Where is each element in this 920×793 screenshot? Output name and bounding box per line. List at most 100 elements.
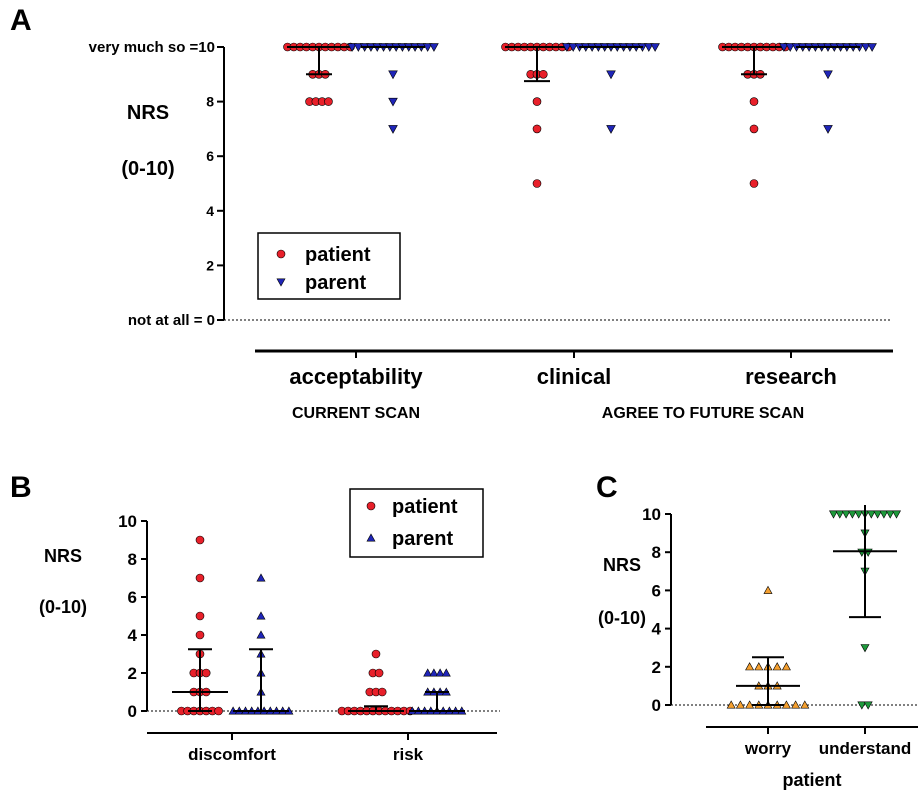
panel-a-parent-point [388,70,398,80]
panel-a-legend-marker-parent [276,278,286,287]
panel-b-parent-point [256,573,266,582]
panel-a-patient-point [538,70,548,79]
panel-a-parent-point [562,43,572,52]
panel-b-y-tick-label: 8 [128,550,137,569]
panel-c-worry-point [754,662,764,671]
panel-c-understand-point [828,510,839,519]
panel-a-group-label-current: CURRENT SCAN [292,405,420,422]
panel-c-understand-point [857,701,867,710]
panel-a-legend-box [257,232,401,300]
panel-a-patient-point [532,97,542,106]
panel-a-parent-point [650,43,660,52]
panel-b-y-tick-label: 4 [128,626,138,645]
panel-a-parent-point [568,43,579,52]
panel-c-worry-point [735,700,745,709]
panel-c-understand-point [866,510,876,519]
panel-a-legend-label-parent: parent [305,272,366,294]
panel-a-legend: patient parent [257,232,401,300]
panel-c-worry-point [745,662,755,671]
panel-b-parent-point [435,668,445,677]
panel-c-y-tick-label: 8 [652,543,661,562]
panel-a-parent-point [823,70,833,80]
panel-c-x-tick-label: worry [744,739,792,758]
panel-b-parent-point [256,611,266,620]
panel-c-understand-point [841,510,851,519]
panel-a-parent-point [422,43,433,52]
panel-b-legend: patient parent [349,488,484,558]
panel-b-patient-point [214,706,223,716]
panel-b-patient-point [377,687,387,697]
panel-c-worry-point [800,700,810,709]
panel-a-legend-marker-patient [276,249,286,259]
panel-c-understand-point [885,510,895,519]
panel-b-legend-marker-patient [366,501,376,511]
panel-a-y-tick-label: 2 [206,257,214,273]
panel-a-parent-point [643,43,654,52]
panel-a-parent-point [353,43,364,52]
panel-b-patient-point [195,630,205,640]
panel-a-ylabel-nrs: NRS [127,102,169,124]
panel-b-legend-box [349,488,484,558]
panel-a-parent-point [860,43,871,52]
panel-c-understand-point [891,510,902,519]
panel-c-understand-point [854,510,864,519]
panel-a-parent-point [606,125,616,134]
panel-b-patient-point [195,535,205,545]
panel-c-understand-point [835,510,845,519]
panel-a-parent-point [779,43,789,52]
panel-a: A NRS (0-10) very much so =10 not at all… [10,4,893,422]
panel-b-parent-point [429,668,439,677]
panel-b-legend-label-patient: patient [392,496,458,518]
panel-a-y-tick-label: 8 [206,94,214,110]
panel-a-y-tick-label: 6 [206,148,214,164]
panel-a-x-tick-label: acceptability [289,364,423,389]
panel-b-patient-point [374,668,384,678]
panel-a-x-tick-label: clinical [537,364,612,389]
panel-b-parent-point [441,668,451,677]
panel-c-xlabel: patient [782,770,841,790]
panel-c-worry-point [781,700,791,709]
panel-b-y-tick-label: 2 [128,664,137,683]
panel-b-patient-point [195,573,205,583]
panel-c-understand-point [847,510,857,519]
panel-b-y-tick-label: 6 [128,588,137,607]
panel-c: C NRS (0-10) patient 0 2 4 6 8 10 worry underst… [596,471,918,790]
panel-c-worry-point [745,700,755,709]
panel-b-parent-point [256,630,266,639]
panel-c-chart: 0 2 4 6 8 10 worry understand [642,505,918,758]
panel-a-x-tick-label: research [745,364,837,389]
panel-a-parent-point [429,43,439,52]
panel-a-chart: 2 4 6 8 acceptability clinical research [206,42,893,389]
panel-c-ylabel-range: (0-10) [598,608,646,628]
panel-c-worry-point [726,700,736,709]
panel-b-ylabel-range: (0-10) [39,597,87,617]
panel-a-patient-point [749,179,759,188]
panel-b-patient-point [371,649,381,659]
panel-c-letter: C [596,471,618,504]
panel-b-chart: 0 2 4 6 8 10 discomfort risk [118,512,500,764]
panel-b-x-tick-label: risk [393,745,424,764]
panel-b-y-tick-label: 0 [128,702,137,721]
panel-a-parent-point [867,43,877,52]
panel-a-top-tick-label: very much so =10 [89,39,215,56]
panel-b-y-tick-label: 10 [118,512,137,531]
panel-b-patient-point [201,668,211,678]
panel-a-patient-point [532,124,542,134]
panel-b-patient-point [195,611,205,621]
panel-a-patient-point [532,179,542,188]
panel-c-y-tick-label: 0 [652,696,661,715]
panel-a-parent-point [388,125,398,134]
panel-c-y-tick-label: 4 [652,620,662,639]
panel-b-letter: B [10,471,32,504]
panel-c-understand-point [873,510,883,519]
panel-c-y-tick-label: 10 [642,505,661,524]
panel-a-parent-point [388,97,398,107]
panel-c-understand-point [879,510,889,519]
panel-b-legend-label-parent: parent [392,528,453,550]
panel-a-bottom-tick-label: not at all = 0 [128,312,215,329]
panel-a-parent-point [347,43,357,52]
panel-a-letter: A [10,4,32,37]
panel-a-patient-point [749,124,759,134]
panel-c-y-tick-label: 6 [652,581,661,600]
